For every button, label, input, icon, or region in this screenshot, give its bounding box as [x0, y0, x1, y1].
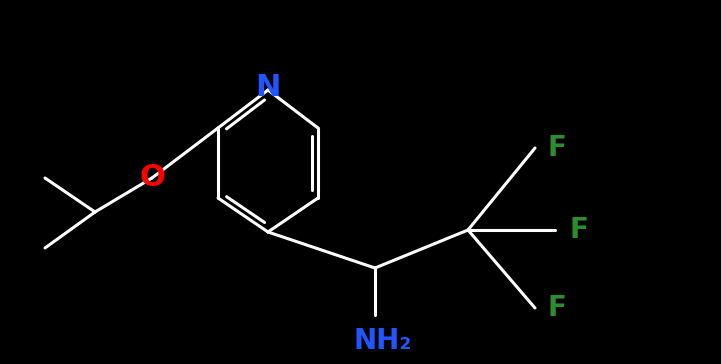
Text: F: F — [569, 216, 588, 244]
Text: F: F — [547, 294, 566, 322]
Text: NH₂: NH₂ — [354, 327, 412, 355]
Text: F: F — [547, 134, 566, 162]
Text: O: O — [139, 163, 165, 193]
Text: N: N — [255, 74, 280, 103]
